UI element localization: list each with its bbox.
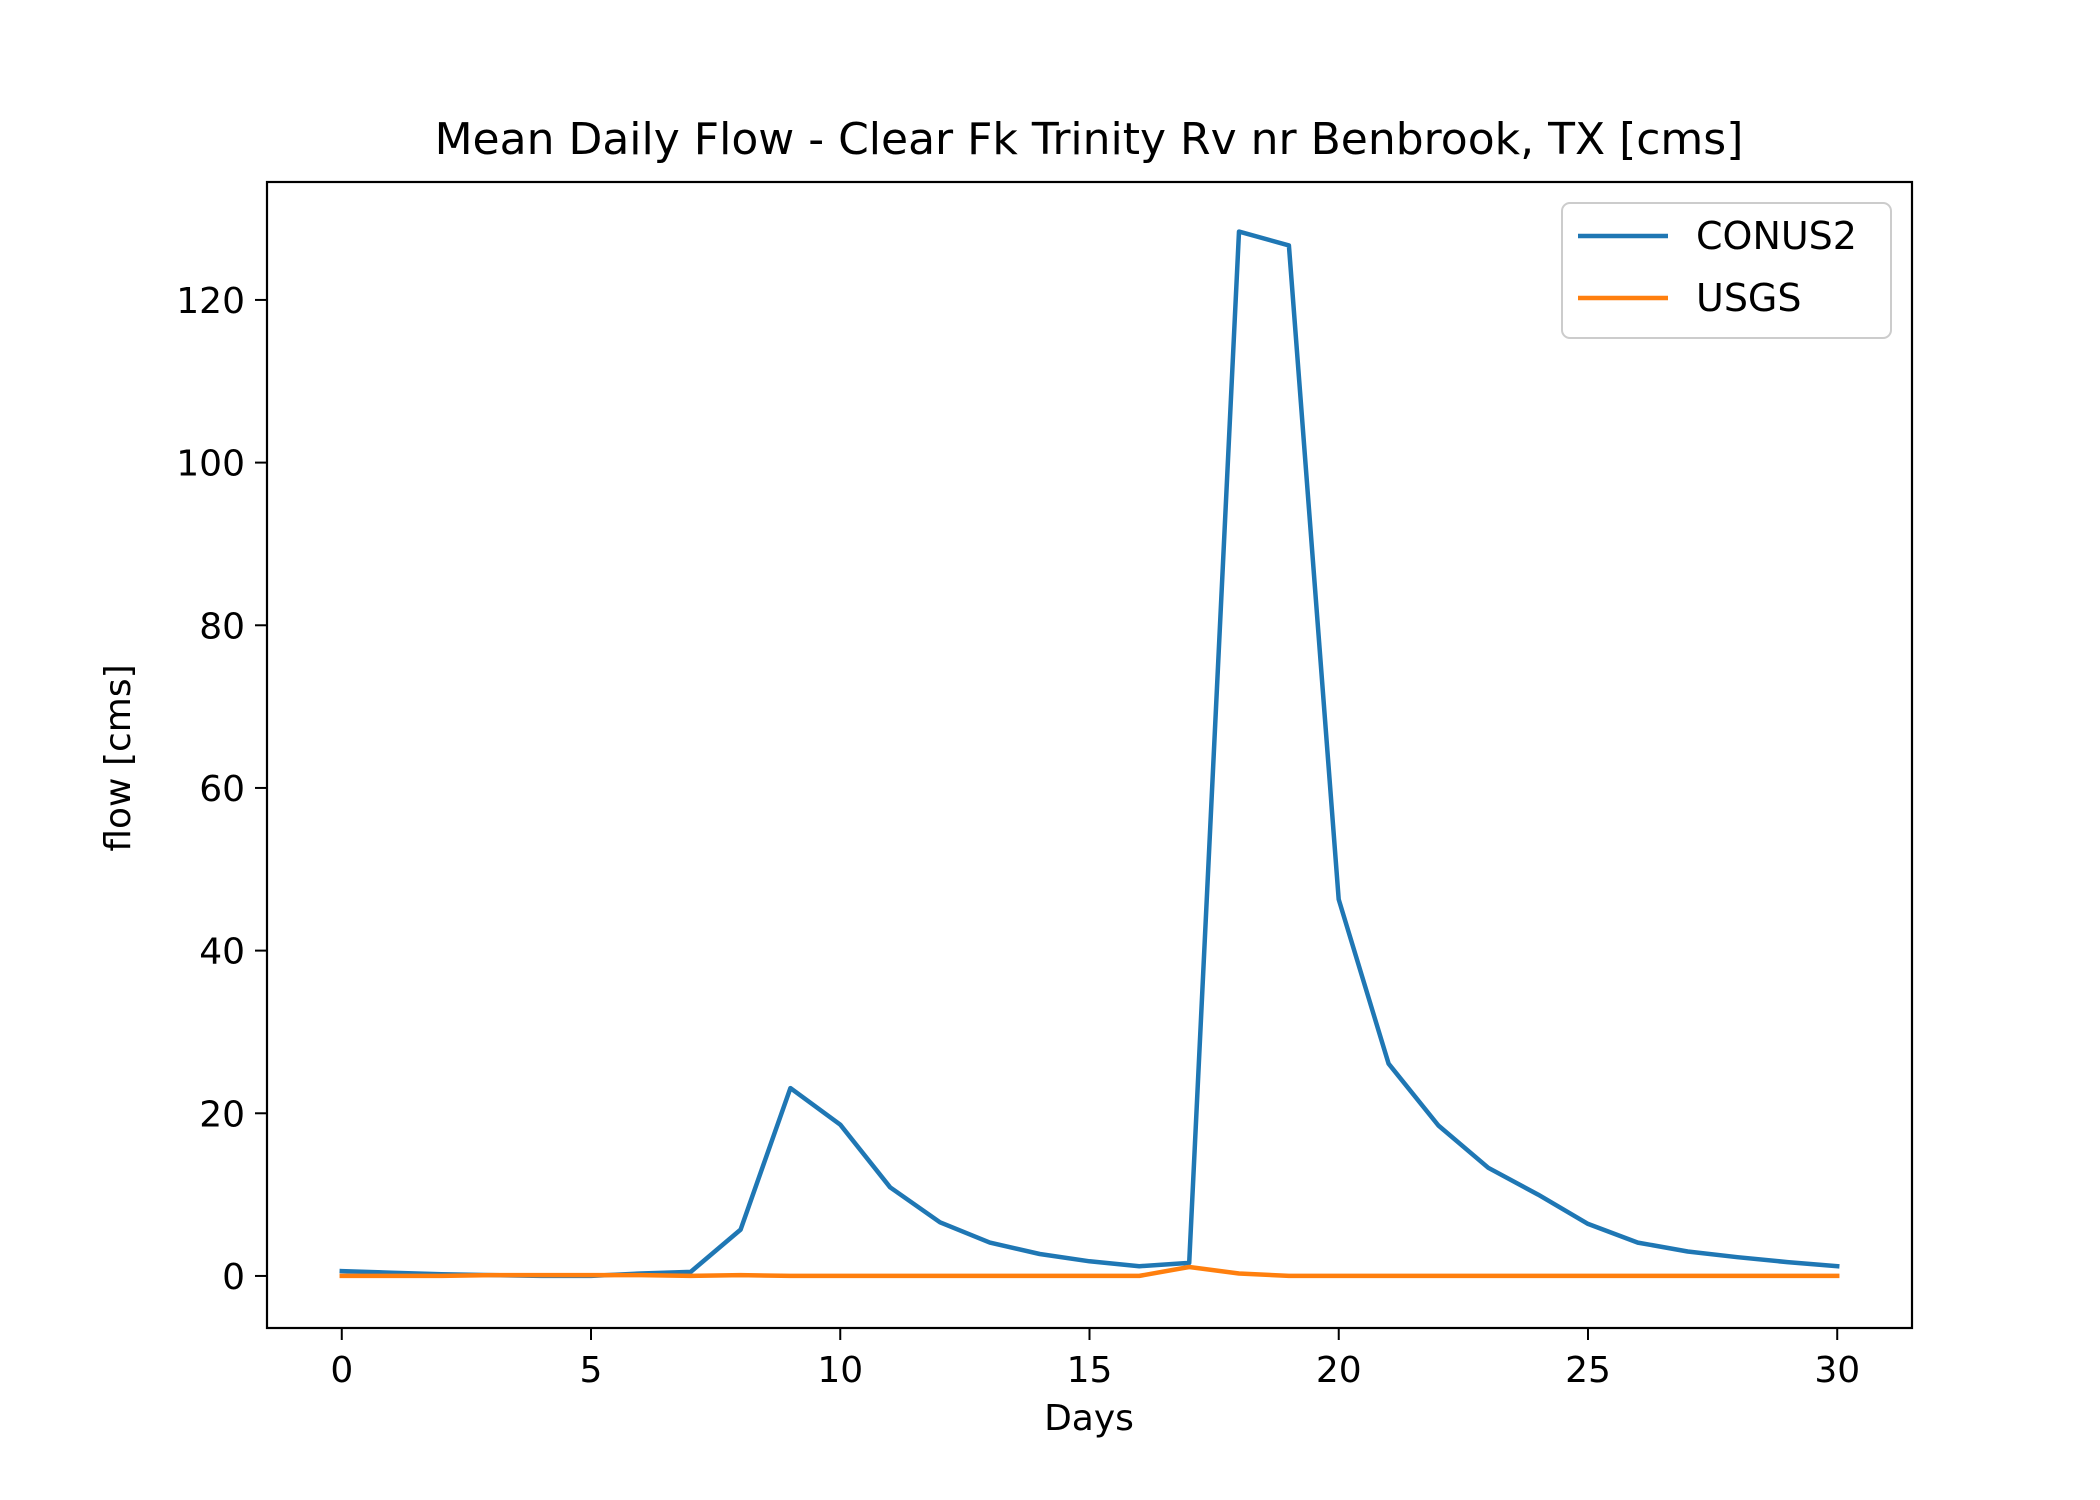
x-tick-label: 20 <box>1316 1350 1362 1391</box>
plot-frame <box>265 180 1914 1330</box>
y-tick-label: 120 <box>176 281 245 322</box>
x-axis-label: Days <box>1044 1398 1134 1439</box>
x-tick-label: 25 <box>1565 1350 1611 1391</box>
x-tick-label: 10 <box>817 1350 863 1391</box>
y-tick-label: 100 <box>176 444 245 485</box>
y-axis-label: flow [cms] <box>98 664 139 851</box>
x-tick-label: 0 <box>330 1350 353 1391</box>
y-tick-label: 60 <box>199 769 245 810</box>
chart-title: Mean Daily Flow - Clear Fk Trinity Rv nr… <box>435 114 1744 165</box>
legend-label-usgs: USGS <box>1696 276 1802 320</box>
plot-area: 0 5 10 15 20 25 30 0 20 40 60 80 100 120 <box>176 180 1914 1391</box>
x-tick-label: 15 <box>1067 1350 1113 1391</box>
series-line-usgs <box>339 1264 1840 1279</box>
y-tick-label: 80 <box>199 606 245 647</box>
y-tick-label: 20 <box>199 1094 245 1135</box>
x-tick-label: 5 <box>580 1350 603 1391</box>
x-tick-label: 30 <box>1814 1350 1860 1391</box>
legend-label-conus2: CONUS2 <box>1696 214 1857 258</box>
series-line-conus2 <box>339 229 1840 1279</box>
y-tick-label: 0 <box>222 1257 245 1298</box>
y-tick-label: 40 <box>199 932 245 973</box>
legend: CONUS2 USGS <box>1561 202 1892 339</box>
